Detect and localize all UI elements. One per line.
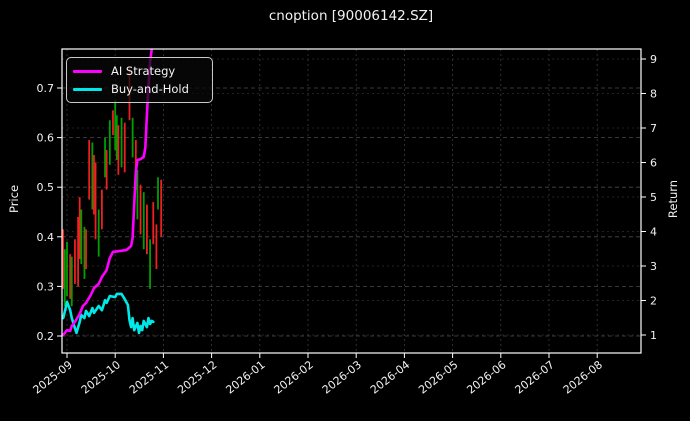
price-tick-label: 0.2 bbox=[37, 330, 55, 343]
price-tick-label: 0.4 bbox=[37, 231, 55, 244]
chart-title: cnoption [90006142.SZ] bbox=[268, 8, 434, 24]
price-tick-label: 0.5 bbox=[37, 181, 55, 194]
x-tick-label: 2025-10 bbox=[79, 358, 123, 397]
legend-label: Buy-and-Hold bbox=[111, 82, 189, 96]
x-tick-label: 2025-11 bbox=[127, 358, 171, 397]
buy-and-hold-line bbox=[62, 292, 155, 335]
legend-label: AI Strategy bbox=[111, 64, 176, 78]
x-tick-label: 2026-04 bbox=[368, 358, 412, 397]
price-gridlines bbox=[62, 87, 641, 337]
x-tick-label: 2026-06 bbox=[464, 358, 508, 397]
x-tick-label: 2026-02 bbox=[272, 358, 316, 397]
x-tick-label: 2026-07 bbox=[513, 358, 557, 397]
price-tick-label: 0.7 bbox=[37, 82, 55, 95]
x-tick-label: 2025-09 bbox=[31, 358, 75, 397]
legend-item-ai-strategy: AI Strategy bbox=[73, 64, 206, 78]
ai-strategy-line bbox=[62, 49, 153, 337]
legend-item-buy-and-hold: Buy-and-Hold bbox=[73, 82, 206, 96]
return-tick-label: 7 bbox=[650, 122, 657, 135]
x-tick-label: 2025-12 bbox=[175, 358, 219, 397]
price-tick-label: 0.6 bbox=[37, 132, 55, 145]
return-tick-label: 1 bbox=[650, 329, 657, 342]
return-tick-label: 6 bbox=[650, 157, 657, 170]
return-tick-label: 2 bbox=[650, 295, 657, 308]
ai-strategy-line-swatch bbox=[73, 69, 102, 73]
return-tick-label: 3 bbox=[650, 260, 657, 273]
candlesticks bbox=[62, 68, 163, 307]
return-tick-label: 5 bbox=[650, 191, 657, 204]
x-tick-label: 2026-05 bbox=[416, 358, 460, 397]
return-tick-label: 9 bbox=[650, 53, 657, 66]
tick-marks bbox=[57, 58, 646, 358]
x-tick-label: 2026-08 bbox=[561, 358, 605, 397]
price-tick-label: 0.3 bbox=[37, 280, 55, 293]
buy-and-hold-line-swatch bbox=[73, 87, 102, 91]
legend: AI Strategy Buy-and-Hold bbox=[66, 57, 213, 103]
x-tick-label: 2026-01 bbox=[223, 358, 267, 397]
x-tick-label: 2026-03 bbox=[320, 358, 364, 397]
return-tick-label: 4 bbox=[650, 226, 657, 239]
plot-border bbox=[61, 48, 642, 354]
return-tick-label: 8 bbox=[650, 88, 657, 101]
